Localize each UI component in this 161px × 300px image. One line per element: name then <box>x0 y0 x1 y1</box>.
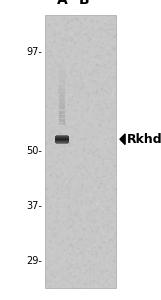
Bar <box>59 102 65 103</box>
Bar <box>59 72 65 73</box>
Bar <box>59 120 65 122</box>
Text: 37-: 37- <box>26 201 42 211</box>
Bar <box>59 103 65 105</box>
Text: 29-: 29- <box>26 256 42 266</box>
Bar <box>59 108 65 110</box>
Text: B: B <box>78 0 89 8</box>
Bar <box>59 99 65 100</box>
Polygon shape <box>120 134 125 145</box>
Bar <box>59 76 65 77</box>
Bar <box>55 139 69 140</box>
Bar <box>59 95 65 97</box>
Text: 97-: 97- <box>26 47 42 57</box>
Bar <box>59 87 65 88</box>
Bar <box>59 68 65 69</box>
Bar <box>59 90 65 92</box>
Text: Rkhd4: Rkhd4 <box>127 133 161 146</box>
Bar <box>59 119 65 121</box>
Bar <box>59 116 65 118</box>
Bar <box>59 67 65 68</box>
Bar <box>59 82 65 83</box>
Bar <box>59 68 65 70</box>
Bar <box>59 80 65 82</box>
Bar <box>58 118 66 120</box>
Bar <box>59 78 65 80</box>
Bar <box>59 106 65 108</box>
Bar <box>59 61 65 62</box>
Bar <box>58 64 66 65</box>
Bar <box>59 101 65 103</box>
Bar <box>58 123 66 125</box>
Bar <box>55 136 69 137</box>
Bar <box>59 80 65 81</box>
Bar <box>59 71 65 72</box>
Bar <box>59 105 65 106</box>
Bar <box>56 135 68 136</box>
Bar <box>55 141 69 142</box>
Bar <box>59 85 65 87</box>
Bar <box>58 73 66 75</box>
Bar <box>59 92 65 94</box>
Bar <box>59 117 65 118</box>
Bar <box>59 84 65 85</box>
Text: A: A <box>57 0 67 8</box>
Bar <box>59 110 65 111</box>
Bar <box>55 136 69 137</box>
Bar <box>58 83 66 84</box>
Bar <box>59 70 65 71</box>
Bar <box>59 103 65 104</box>
Bar <box>59 114 65 115</box>
Bar <box>58 98 66 99</box>
Bar <box>59 91 65 92</box>
Bar <box>59 95 65 96</box>
Bar <box>59 75 65 76</box>
Bar <box>58 74 66 76</box>
Bar <box>59 65 65 67</box>
Bar <box>58 89 66 91</box>
Bar <box>59 62 65 64</box>
Bar <box>59 69 65 71</box>
Bar <box>59 76 65 78</box>
Bar <box>55 137 69 138</box>
Bar <box>59 122 65 124</box>
Bar <box>59 66 65 68</box>
Bar <box>59 122 65 123</box>
Bar <box>59 100 65 101</box>
Bar <box>55 138 69 139</box>
Bar <box>58 92 66 93</box>
Bar <box>59 111 65 113</box>
Bar <box>59 63 65 64</box>
Bar <box>58 64 66 66</box>
Bar <box>59 79 65 80</box>
Bar <box>45 15 116 288</box>
Bar <box>58 111 66 112</box>
Text: 50-: 50- <box>26 146 42 157</box>
Bar <box>55 142 69 143</box>
Bar <box>59 106 65 107</box>
Bar <box>59 81 65 83</box>
Bar <box>59 113 65 115</box>
Bar <box>59 61 65 63</box>
Bar <box>56 143 68 144</box>
Bar <box>59 77 65 79</box>
Bar <box>59 112 65 114</box>
Bar <box>59 121 65 122</box>
Bar <box>59 88 65 89</box>
Bar <box>59 100 65 102</box>
Bar <box>59 118 65 119</box>
Bar <box>59 94 65 95</box>
Bar <box>59 97 65 99</box>
Bar <box>59 116 65 117</box>
Bar <box>58 96 66 98</box>
Bar <box>58 72 66 74</box>
Bar <box>58 115 66 116</box>
Bar <box>59 107 65 109</box>
Bar <box>59 86 65 87</box>
Bar <box>59 104 65 106</box>
Bar <box>59 109 65 110</box>
Bar <box>59 93 65 94</box>
Bar <box>55 140 69 141</box>
Bar <box>59 84 65 86</box>
Bar <box>58 88 66 90</box>
